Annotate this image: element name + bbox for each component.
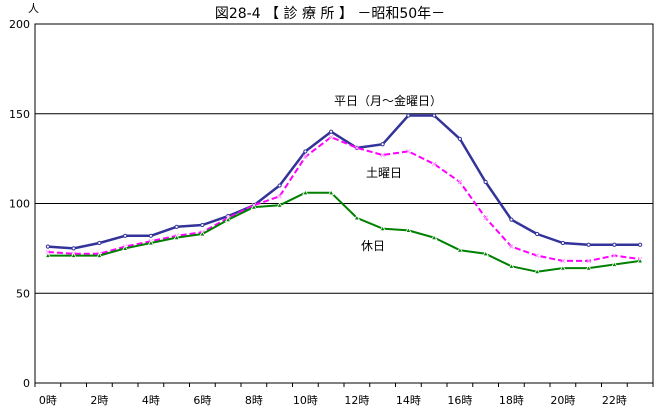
series-line-0 bbox=[47, 114, 641, 250]
data-point bbox=[327, 189, 335, 196]
y-tick-label: 50 bbox=[16, 287, 30, 300]
data-point bbox=[482, 250, 489, 257]
y-tick-label: 150 bbox=[9, 108, 30, 121]
x-tick-label: 18時 bbox=[499, 394, 524, 407]
data-point bbox=[147, 239, 155, 246]
data-point bbox=[432, 113, 437, 118]
data-point bbox=[560, 258, 566, 264]
y-tick-label: 100 bbox=[9, 198, 30, 211]
data-point bbox=[148, 233, 153, 238]
data-point bbox=[353, 214, 361, 221]
series-label-1: 土曜日 bbox=[366, 166, 402, 180]
x-tick-label: 2時 bbox=[90, 394, 108, 407]
x-tick-label: 20時 bbox=[550, 394, 575, 407]
data-point bbox=[611, 261, 618, 267]
data-point bbox=[509, 244, 514, 249]
x-axis-ticks: 0時 2時 4時 6時 8時 10時 12時 14時 16時 18時 20時 22時 bbox=[34, 383, 654, 407]
data-point bbox=[636, 257, 644, 264]
y-tick-label: 200 bbox=[9, 18, 30, 31]
data-point bbox=[123, 233, 128, 238]
x-tick-label: 14時 bbox=[396, 394, 421, 407]
data-point bbox=[612, 253, 617, 258]
x-tick-label: 22時 bbox=[602, 394, 627, 407]
data-point bbox=[70, 252, 77, 258]
data-point bbox=[483, 179, 488, 185]
data-point bbox=[354, 145, 360, 151]
data-point bbox=[586, 258, 591, 264]
x-tick-label: 12時 bbox=[344, 394, 369, 407]
data-point bbox=[431, 161, 437, 167]
data-point bbox=[585, 264, 592, 271]
data-point bbox=[483, 215, 488, 221]
data-point bbox=[328, 134, 334, 140]
series-label-2: 休日 bbox=[361, 239, 385, 253]
data-point bbox=[96, 252, 103, 258]
y-axis-unit: 人 bbox=[28, 2, 39, 15]
data-point bbox=[405, 227, 412, 233]
data-point bbox=[121, 245, 129, 251]
data-point bbox=[277, 193, 282, 199]
y-axis-ticks: 0 50 100 150 200 bbox=[9, 18, 30, 390]
data-point bbox=[276, 201, 283, 208]
data-point bbox=[380, 152, 385, 158]
data-point bbox=[456, 246, 464, 253]
data-point bbox=[45, 249, 51, 255]
data-point bbox=[533, 268, 541, 275]
data-point bbox=[406, 149, 411, 154]
data-point bbox=[380, 142, 385, 147]
x-tick-label: 4時 bbox=[142, 394, 160, 407]
data-point bbox=[329, 129, 334, 134]
data-point bbox=[303, 154, 308, 160]
data-point bbox=[534, 253, 540, 258]
data-point bbox=[277, 183, 282, 188]
y-tick-label: 0 bbox=[23, 377, 30, 390]
data-point bbox=[406, 113, 411, 118]
series-label-0: 平日（月～金曜日） bbox=[334, 93, 442, 108]
series-line-1 bbox=[47, 136, 641, 262]
data-point bbox=[250, 203, 258, 210]
data-point bbox=[638, 242, 643, 247]
series-lines bbox=[44, 113, 644, 275]
data-point bbox=[199, 230, 206, 237]
data-point bbox=[302, 189, 309, 196]
data-point bbox=[560, 240, 565, 246]
data-point bbox=[71, 246, 76, 251]
data-point bbox=[379, 225, 386, 232]
chart-title: 図28-4 【 診 療 所 】 －昭和50年－ bbox=[215, 5, 445, 22]
data-point bbox=[559, 264, 567, 271]
data-point bbox=[457, 136, 462, 141]
data-point bbox=[45, 244, 50, 249]
x-tick-label: 8時 bbox=[245, 394, 263, 407]
data-point bbox=[224, 216, 232, 223]
data-point bbox=[612, 242, 617, 247]
data-point bbox=[535, 231, 540, 237]
data-point bbox=[44, 252, 52, 258]
data-point bbox=[457, 179, 463, 185]
data-point bbox=[509, 217, 514, 222]
data-point bbox=[586, 242, 591, 247]
x-tick-label: 16時 bbox=[447, 394, 472, 407]
data-point bbox=[173, 234, 180, 241]
series-line-2 bbox=[47, 191, 641, 273]
data-point bbox=[97, 240, 102, 246]
grid-lines bbox=[35, 113, 653, 294]
x-tick-label: 10時 bbox=[293, 394, 318, 407]
x-tick-label: 0時 bbox=[39, 394, 57, 407]
data-point bbox=[200, 222, 205, 228]
data-point bbox=[174, 224, 179, 229]
data-point bbox=[508, 263, 515, 269]
data-point bbox=[430, 234, 438, 241]
x-tick-label: 6時 bbox=[193, 394, 211, 407]
data-point bbox=[303, 149, 308, 154]
